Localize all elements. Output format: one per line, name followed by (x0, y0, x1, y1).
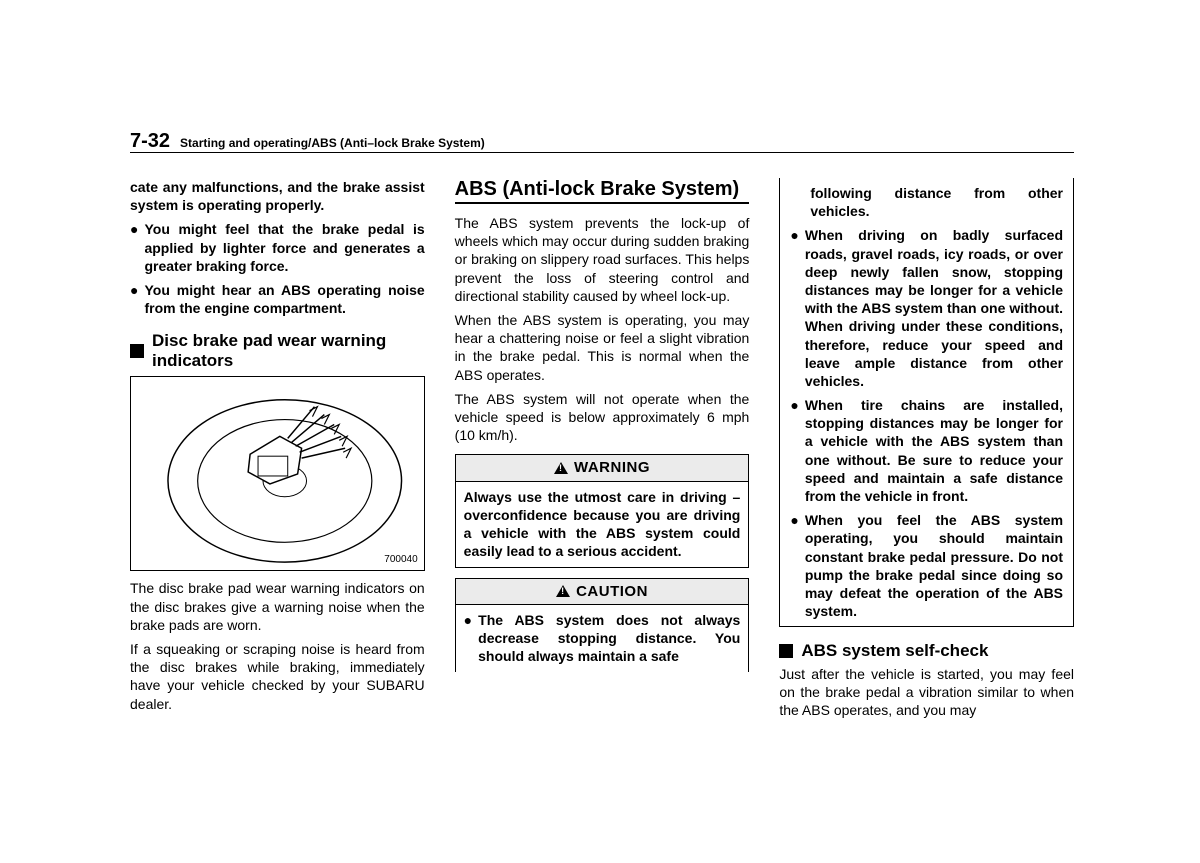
bullet-text: When you feel the ABS system operating, … (805, 511, 1063, 620)
bullet-text: The ABS system does not always decrease … (478, 611, 740, 666)
caution-box: CAUTION ● The ABS system does not always… (455, 578, 750, 672)
caution-body: ● The ABS system does not always decreas… (456, 605, 749, 672)
bullet-item: ● The ABS system does not always decreas… (464, 611, 741, 666)
bullet-icon: ● (790, 396, 798, 505)
bullet-item: ● You might feel that the brake pedal is… (130, 220, 425, 275)
header-divider (130, 152, 1074, 153)
square-icon (130, 344, 144, 358)
manual-page: 7-32 Starting and operating/ABS (Anti–lo… (0, 0, 1200, 863)
bullet-text: When driving on badly surfaced roads, gr… (805, 226, 1063, 390)
body-text: When the ABS system is operating, you ma… (455, 311, 750, 384)
figure-number: 700040 (384, 553, 417, 566)
bullet-text: When tire chains are installed, stopping… (805, 396, 1063, 505)
brake-diagram-svg (131, 377, 424, 570)
bullet-icon: ● (464, 611, 472, 666)
section-title: Disc brake pad wear warning indicators (152, 331, 425, 370)
caution-label: CAUTION (576, 582, 648, 602)
main-heading: ABS (Anti-lock Brake System) (455, 178, 750, 204)
square-icon (779, 644, 793, 658)
caution-cont-text: following distance from other vehicles. (790, 184, 1063, 220)
section-heading: Disc brake pad wear warning indicators (130, 331, 425, 370)
body-text: Just after the vehicle is started, you m… (779, 665, 1074, 720)
bullet-icon: ● (130, 281, 138, 317)
body-text: If a squeaking or scraping noise is hear… (130, 640, 425, 713)
section-title: ABS system self-check (801, 641, 988, 661)
column-2: ABS (Anti-lock Brake System) The ABS sys… (455, 178, 750, 725)
bullet-item: ● When you feel the ABS system operating… (790, 511, 1063, 620)
caution-header: CAUTION (456, 579, 749, 606)
bullet-icon: ● (130, 220, 138, 275)
figure-disc-brakes: 700040 (130, 376, 425, 571)
bullet-icon: ● (790, 511, 798, 620)
caution-continued-box: following distance from other vehicles. … (779, 178, 1074, 627)
breadcrumb: Starting and operating/ABS (Anti–lock Br… (180, 136, 485, 150)
warning-label: WARNING (574, 458, 650, 478)
section-heading: ABS system self-check (779, 641, 1074, 661)
page-header: 7-32 Starting and operating/ABS (Anti–lo… (130, 130, 485, 153)
bullet-text: You might feel that the brake pedal is a… (144, 220, 424, 275)
warning-body: Always use the utmost care in driving – … (456, 482, 749, 567)
bullet-item: ● When tire chains are installed, stoppi… (790, 396, 1063, 505)
page-number: 7-32 (130, 130, 170, 153)
warning-header: WARNING (456, 455, 749, 482)
body-text: The ABS system will not operate when the… (455, 390, 750, 445)
content-columns: cate any malfunctions, and the brake ass… (130, 178, 1074, 725)
bullet-item: ● When driving on badly surfaced roads, … (790, 226, 1063, 390)
body-text: The disc brake pad wear warning indicato… (130, 579, 425, 634)
column-3: following distance from other vehicles. … (779, 178, 1074, 725)
bullet-icon: ● (790, 226, 798, 390)
bullet-item: ● You might hear an ABS operating noise … (130, 281, 425, 317)
column-1: cate any malfunctions, and the brake ass… (130, 178, 425, 725)
intro-continued: cate any malfunctions, and the brake ass… (130, 178, 425, 214)
warning-triangle-icon (554, 462, 568, 474)
warning-box: WARNING Always use the utmost care in dr… (455, 454, 750, 567)
caution-triangle-icon (556, 585, 570, 597)
bullet-text: You might hear an ABS operating noise fr… (144, 281, 424, 317)
body-text: The ABS system prevents the lock-up of w… (455, 214, 750, 305)
